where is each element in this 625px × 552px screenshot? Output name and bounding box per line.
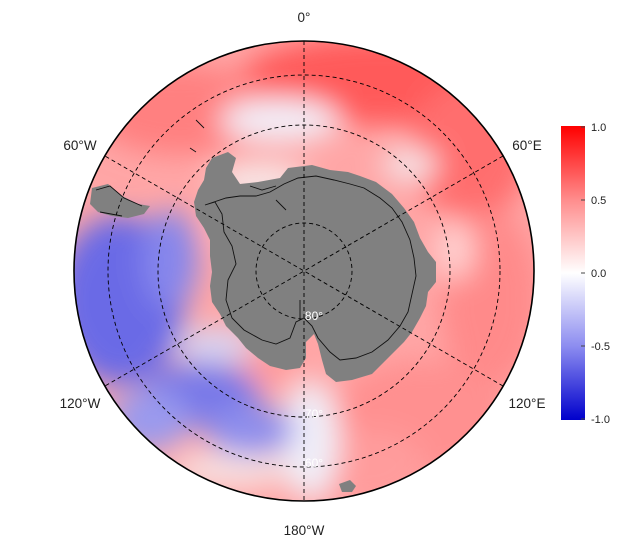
colorbar-tick-05: 0.5 bbox=[591, 195, 606, 207]
colorbar-tick-1: 1.0 bbox=[591, 122, 606, 134]
colorbar-tick-m05: -0.5 bbox=[591, 341, 610, 353]
lon-label-60e: 60°E bbox=[512, 138, 541, 153]
lat-label-60: 60° bbox=[305, 456, 323, 470]
antarctica-land bbox=[194, 152, 436, 382]
graticule bbox=[104, 41, 504, 501]
colorbar: 1.0 0.5 0.0 -0.5 -1.0 bbox=[561, 122, 610, 426]
lat-label-70: 70° bbox=[305, 407, 323, 421]
lon-label-60w: 60°W bbox=[63, 138, 96, 153]
colorbar-ticks bbox=[581, 126, 585, 420]
south-america-tip bbox=[90, 184, 150, 218]
colorbar-tick-m1: -1.0 bbox=[591, 414, 610, 426]
colorbar-tick-0: 0.0 bbox=[591, 268, 606, 280]
lon-label-120e: 120°E bbox=[509, 396, 546, 411]
lat-circle-60 bbox=[107, 74, 501, 468]
lon-label-0: 0° bbox=[298, 10, 311, 25]
lon-label-180w: 180°W bbox=[284, 523, 325, 538]
lon-label-120w: 120°W bbox=[60, 396, 101, 411]
south-georgia-island bbox=[339, 480, 356, 492]
map-boundary bbox=[73, 40, 535, 502]
lat-label-80: 80° bbox=[305, 309, 323, 323]
coastlines bbox=[95, 119, 417, 361]
